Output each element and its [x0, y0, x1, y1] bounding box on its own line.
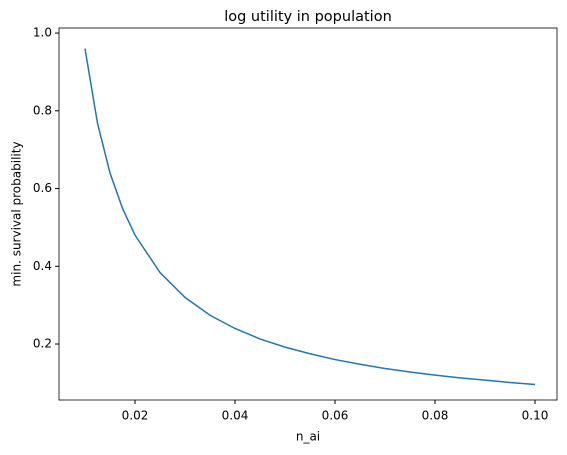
- x-tick-label: 0.06: [322, 409, 349, 423]
- y-tick-label: 0.2: [33, 337, 52, 351]
- y-axis-label: min. survival probability: [10, 141, 24, 286]
- line-series: [84, 48, 536, 386]
- x-tick-label: 0.04: [222, 409, 249, 423]
- x-axis-label: n_ai: [296, 430, 320, 444]
- plot-frame: [58, 27, 558, 401]
- y-tick-label: 1.0: [33, 26, 52, 40]
- x-tick-label: 0.10: [522, 409, 549, 423]
- y-tick-label: 0.8: [33, 103, 52, 117]
- x-tick-label: 0.02: [122, 409, 149, 423]
- x-tick-label: 0.08: [422, 409, 449, 423]
- chart-title: log utility in population: [224, 9, 392, 25]
- y-tick-label: 0.4: [33, 259, 52, 273]
- y-tick-label: 0.6: [33, 181, 52, 195]
